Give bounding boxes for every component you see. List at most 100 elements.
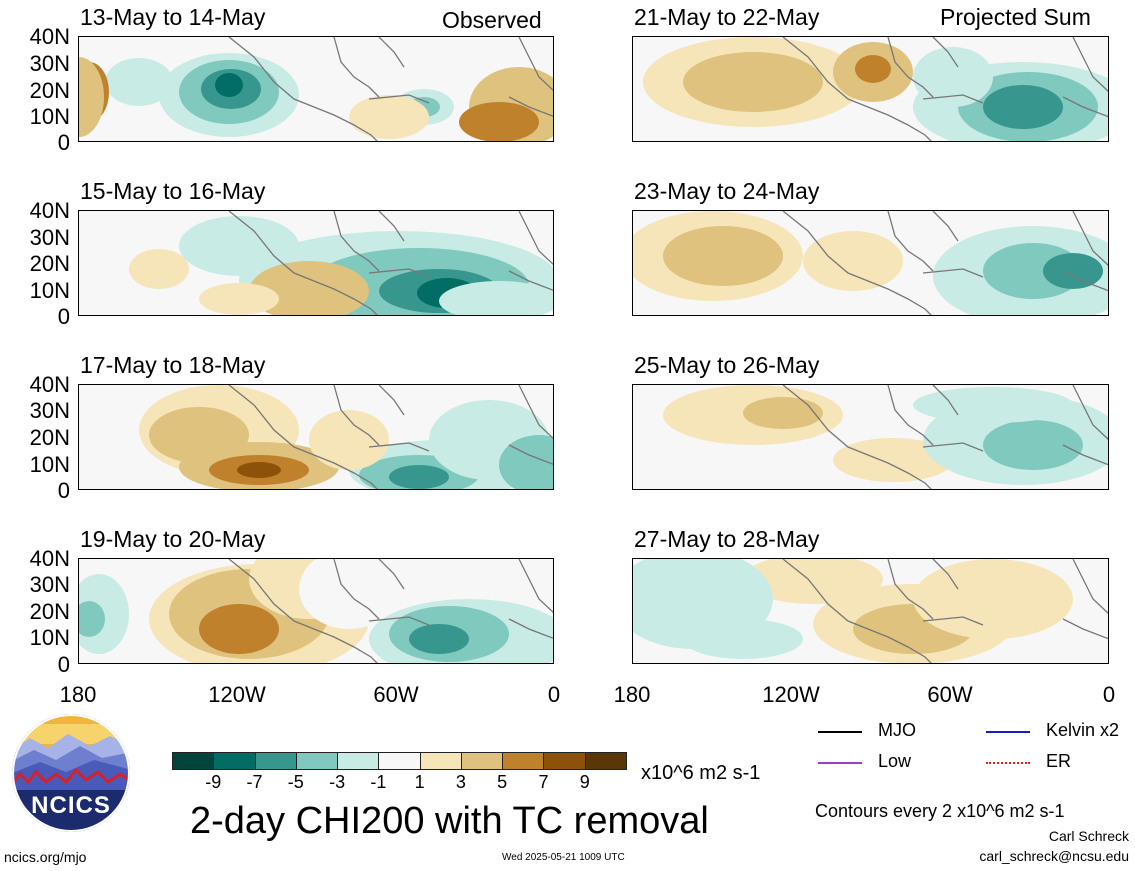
shading-blob xyxy=(105,58,173,106)
map-panel-left-2 xyxy=(78,210,554,316)
shading-blob xyxy=(79,57,104,137)
y-tick: 10N xyxy=(29,104,70,129)
shading-blob xyxy=(1043,253,1103,289)
y-tick: 40N xyxy=(29,198,70,223)
shading-blob xyxy=(439,281,553,315)
shading-blob xyxy=(663,226,783,286)
coastline xyxy=(782,559,1108,663)
y-tick: 20N xyxy=(29,425,70,450)
ncics-logo: NCICS xyxy=(10,712,132,834)
shading-blob xyxy=(913,47,993,107)
panel-title-right-2: 23-May to 24-May xyxy=(634,178,820,204)
contour-note: Contours every 2 x10^6 m2 s-1 xyxy=(815,801,1065,821)
author-email: carl_schreck@ncsu.edu xyxy=(979,848,1129,864)
shading-blob xyxy=(983,85,1063,129)
x-tick-right: 60W xyxy=(927,682,973,707)
coastline xyxy=(782,385,1108,489)
colorbar-swatch xyxy=(419,752,462,770)
shading-blob xyxy=(743,559,883,604)
shading-blob xyxy=(743,397,823,429)
shading-blob xyxy=(199,604,279,654)
panel-title-right-3: 25-May to 26-May xyxy=(634,352,820,378)
colorbar-units: x10^6 m2 s-1 xyxy=(641,762,761,784)
shading-blob xyxy=(129,249,189,289)
legend-label-mjo: MJO xyxy=(878,720,916,740)
shading-blob xyxy=(179,216,299,276)
colorbar-label: 5 xyxy=(497,772,508,792)
colorbar-swatch xyxy=(543,752,586,770)
shading-blob xyxy=(833,438,953,482)
shading-blob xyxy=(349,95,429,139)
colorbar-swatch xyxy=(460,752,504,770)
y-tick: 30N xyxy=(29,225,70,250)
colorbar-label: 9 xyxy=(579,772,590,792)
coastline xyxy=(228,211,553,315)
y-tick: 20N xyxy=(29,251,70,276)
map-panel-right-2 xyxy=(632,210,1109,316)
map-shading xyxy=(79,37,553,141)
x-tick-right: 0 xyxy=(1102,682,1116,707)
shading-blob xyxy=(459,102,539,141)
logo-text: NCICS xyxy=(31,792,111,819)
colorbar-label: -9 xyxy=(205,772,222,792)
shading-blob xyxy=(499,435,553,489)
main-title: 2-day CHI200 with TC removal xyxy=(190,800,709,842)
x-tick-right: 120W xyxy=(762,682,820,707)
shading-blob xyxy=(249,261,369,315)
map-panel-right-1 xyxy=(632,36,1109,142)
map-shading xyxy=(633,385,1108,489)
shading-blob xyxy=(199,283,279,315)
y-tick: 20N xyxy=(29,78,70,103)
shading-blob xyxy=(855,55,891,83)
shading-blob xyxy=(309,410,389,470)
colorbar-label: 3 xyxy=(455,772,466,792)
x-tick-left: 0 xyxy=(547,682,561,707)
y-tick: 30N xyxy=(29,398,70,423)
y-tick: 40N xyxy=(29,372,70,397)
legend-label-low: Low xyxy=(878,751,912,771)
colorbar-label: -3 xyxy=(329,772,346,792)
y-tick: 0 xyxy=(57,478,70,503)
map-shading xyxy=(79,211,553,315)
map-panel-right-4 xyxy=(632,558,1109,664)
legend-line-low xyxy=(818,762,862,764)
x-tick-left: 60W xyxy=(373,682,419,707)
colorbar-label: -5 xyxy=(287,772,304,792)
panel-title-left-4: 19-May to 20-May xyxy=(80,526,266,552)
colorbar-swatch xyxy=(337,752,380,770)
colorbar-swatch xyxy=(502,752,545,770)
panel-title-right-4: 27-May to 28-May xyxy=(634,526,820,552)
panel-title-right-1: 21-May to 22-May xyxy=(634,4,820,30)
legend-line-mjo xyxy=(818,731,862,733)
coastline xyxy=(228,37,553,141)
observed-label: Observed xyxy=(442,7,542,33)
shading-blob xyxy=(683,52,823,112)
colorbar-swatch xyxy=(295,752,339,770)
shading-blob xyxy=(215,73,243,97)
y-tick: 30N xyxy=(29,572,70,597)
shading-blob xyxy=(79,601,105,637)
y-tick: 30N xyxy=(29,51,70,76)
legend-line-kelvin xyxy=(986,731,1030,733)
website-link[interactable]: ncics.org/mjo xyxy=(4,849,87,865)
map-shading xyxy=(633,211,1108,315)
x-tick-right: 180 xyxy=(613,682,651,707)
colorbar-label: -7 xyxy=(246,772,263,792)
colorbar-swatch xyxy=(584,752,627,770)
colorbar-label: 7 xyxy=(538,772,549,792)
x-tick-left: 180 xyxy=(59,682,97,707)
y-tick: 10N xyxy=(29,625,70,650)
map-shading xyxy=(633,559,1108,663)
timestamp: Wed 2025-05-21 1009 UTC xyxy=(502,852,625,863)
y-tick: 20N xyxy=(29,599,70,624)
y-tick: 40N xyxy=(29,24,70,49)
coastline xyxy=(782,37,1108,141)
author-name: Carl Schreck xyxy=(1048,828,1129,844)
map-panel-right-3 xyxy=(632,384,1109,490)
map-panel-left-3 xyxy=(78,384,554,490)
shading-blob xyxy=(389,465,449,489)
y-tick: 10N xyxy=(29,452,70,477)
colorbar-swatch xyxy=(172,752,215,770)
legend-line-er xyxy=(986,762,1030,764)
colorbar-label: -1 xyxy=(370,772,387,792)
